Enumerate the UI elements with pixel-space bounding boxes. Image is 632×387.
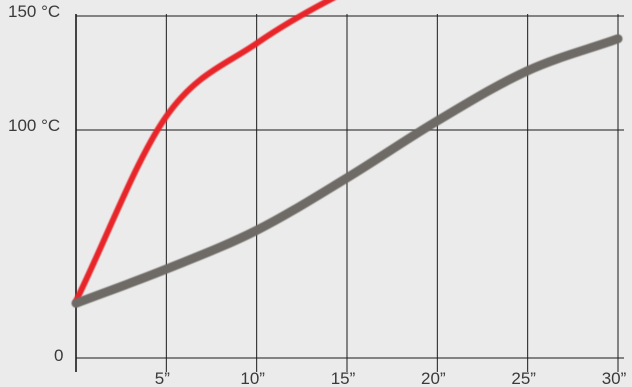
x-tick-label: 10”	[240, 369, 265, 387]
series-lines	[71, 0, 623, 308]
x-tick-label: 30”	[602, 369, 627, 387]
x-tick-label: 15”	[331, 369, 356, 387]
x-tick-label: 5”	[155, 369, 170, 387]
y-tick-label: 0	[54, 346, 63, 365]
x-tick-label: 25”	[511, 369, 536, 387]
x-tick-label: 20”	[421, 369, 446, 387]
y-tick-label: 100 °C	[8, 116, 60, 135]
series-line-1	[73, 0, 336, 304]
tick-labels: 5” 10” 15” 20” 25” 30” 0 100 °C 150 °C	[8, 2, 627, 387]
series-line-2	[71, 34, 623, 308]
y-tick-label: 150 °C	[8, 2, 60, 21]
